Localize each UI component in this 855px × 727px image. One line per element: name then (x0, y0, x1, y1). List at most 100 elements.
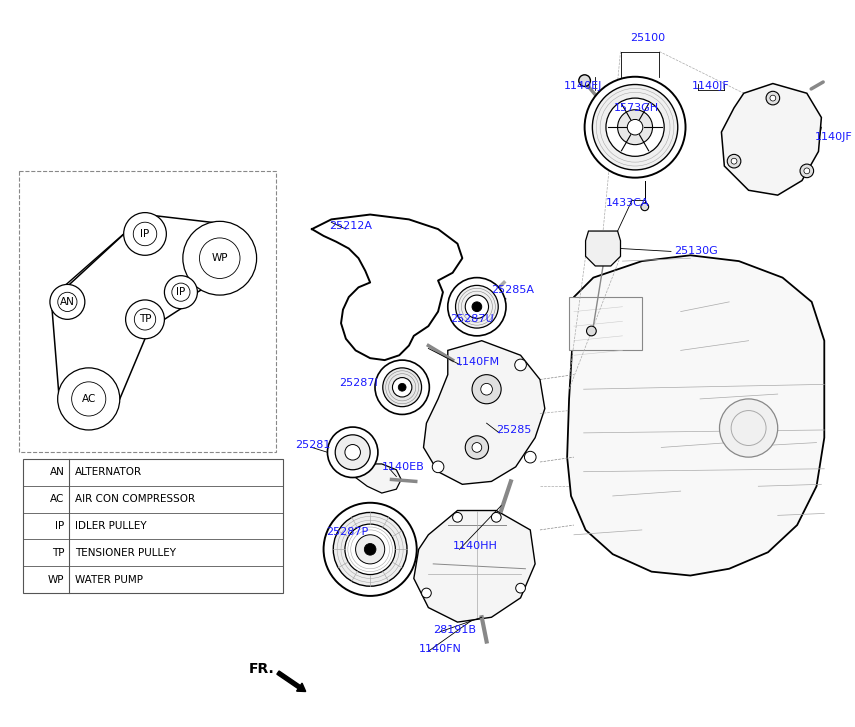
Circle shape (465, 295, 488, 318)
Text: WP: WP (211, 253, 228, 263)
Circle shape (516, 583, 526, 593)
Circle shape (133, 222, 156, 246)
Bar (19, 171, 276, 452)
Text: 1140JF: 1140JF (815, 132, 852, 142)
Circle shape (126, 300, 164, 339)
Circle shape (183, 221, 256, 295)
Circle shape (766, 92, 780, 105)
Polygon shape (423, 341, 545, 484)
Text: 1573GH: 1573GH (614, 103, 659, 113)
Circle shape (375, 360, 429, 414)
Circle shape (593, 84, 678, 170)
Circle shape (472, 302, 481, 312)
Text: AN: AN (50, 467, 64, 478)
Circle shape (720, 399, 778, 457)
Text: AC: AC (81, 394, 96, 404)
Circle shape (134, 309, 156, 330)
Text: 25130G: 25130G (674, 246, 717, 257)
Text: AN: AN (60, 297, 75, 307)
Circle shape (585, 77, 686, 177)
Circle shape (50, 284, 85, 319)
Text: TP: TP (52, 548, 64, 558)
Text: 25285A: 25285A (492, 285, 534, 295)
Circle shape (422, 588, 431, 598)
Circle shape (617, 110, 652, 145)
Circle shape (587, 326, 596, 336)
Text: WP: WP (48, 574, 64, 585)
Text: 1140HH: 1140HH (452, 542, 498, 551)
Circle shape (57, 368, 120, 430)
Circle shape (199, 238, 240, 278)
Circle shape (579, 75, 591, 87)
Text: 1140EB: 1140EB (382, 462, 425, 472)
Text: 1140EJ: 1140EJ (564, 81, 603, 92)
Polygon shape (722, 84, 822, 195)
Circle shape (392, 377, 412, 397)
Text: 1140JF: 1140JF (693, 81, 730, 92)
Text: 25281: 25281 (296, 440, 331, 449)
Circle shape (172, 283, 190, 301)
Circle shape (770, 95, 775, 101)
Circle shape (364, 544, 376, 555)
Circle shape (731, 411, 766, 446)
Text: ALTERNATOR: ALTERNATOR (75, 467, 142, 478)
Circle shape (398, 383, 406, 391)
Circle shape (492, 513, 501, 522)
Text: 25285: 25285 (496, 425, 532, 435)
Circle shape (164, 276, 198, 309)
Circle shape (72, 382, 106, 416)
Text: 25287U: 25287U (450, 314, 493, 324)
Text: 1140FM: 1140FM (456, 357, 499, 367)
Circle shape (433, 461, 444, 473)
Text: IP: IP (140, 229, 150, 239)
Circle shape (452, 513, 463, 522)
Text: 28191B: 28191B (433, 625, 476, 635)
Bar (23, 459, 283, 593)
Circle shape (383, 368, 422, 406)
FancyArrow shape (277, 671, 306, 691)
Circle shape (472, 443, 481, 452)
Circle shape (481, 383, 492, 395)
Circle shape (515, 359, 527, 371)
Text: AC: AC (50, 494, 64, 505)
Text: IP: IP (176, 287, 186, 297)
Circle shape (345, 524, 395, 574)
Circle shape (628, 119, 643, 135)
Text: WATER PUMP: WATER PUMP (75, 574, 143, 585)
Circle shape (323, 503, 416, 596)
Polygon shape (567, 255, 824, 576)
Circle shape (345, 444, 361, 460)
Circle shape (58, 292, 77, 311)
Circle shape (448, 278, 506, 336)
Text: FR.: FR. (249, 662, 274, 675)
Circle shape (456, 286, 498, 328)
Polygon shape (586, 231, 621, 266)
Text: AIR CON COMPRESSOR: AIR CON COMPRESSOR (75, 494, 195, 505)
Circle shape (524, 451, 536, 463)
Circle shape (731, 158, 737, 164)
Text: IDLER PULLEY: IDLER PULLEY (75, 521, 147, 531)
Circle shape (606, 98, 664, 156)
Text: 25100: 25100 (630, 33, 665, 43)
Polygon shape (348, 464, 401, 493)
Circle shape (804, 168, 810, 174)
Text: 25212A: 25212A (329, 221, 373, 231)
Text: TP: TP (139, 314, 151, 324)
Text: 1140FN: 1140FN (419, 644, 462, 654)
Circle shape (124, 212, 167, 255)
Circle shape (327, 427, 378, 478)
Bar (569, 297, 642, 350)
Circle shape (465, 435, 488, 459)
Circle shape (800, 164, 814, 177)
Circle shape (641, 203, 649, 211)
Text: 25287P: 25287P (327, 527, 369, 537)
Circle shape (472, 374, 501, 403)
Circle shape (356, 535, 385, 564)
Circle shape (728, 154, 740, 168)
Circle shape (333, 513, 407, 586)
Text: 25287I: 25287I (339, 378, 378, 388)
Text: TENSIONER PULLEY: TENSIONER PULLEY (75, 548, 176, 558)
Text: 1433CA: 1433CA (606, 198, 650, 208)
Polygon shape (414, 510, 535, 622)
Circle shape (335, 435, 370, 470)
